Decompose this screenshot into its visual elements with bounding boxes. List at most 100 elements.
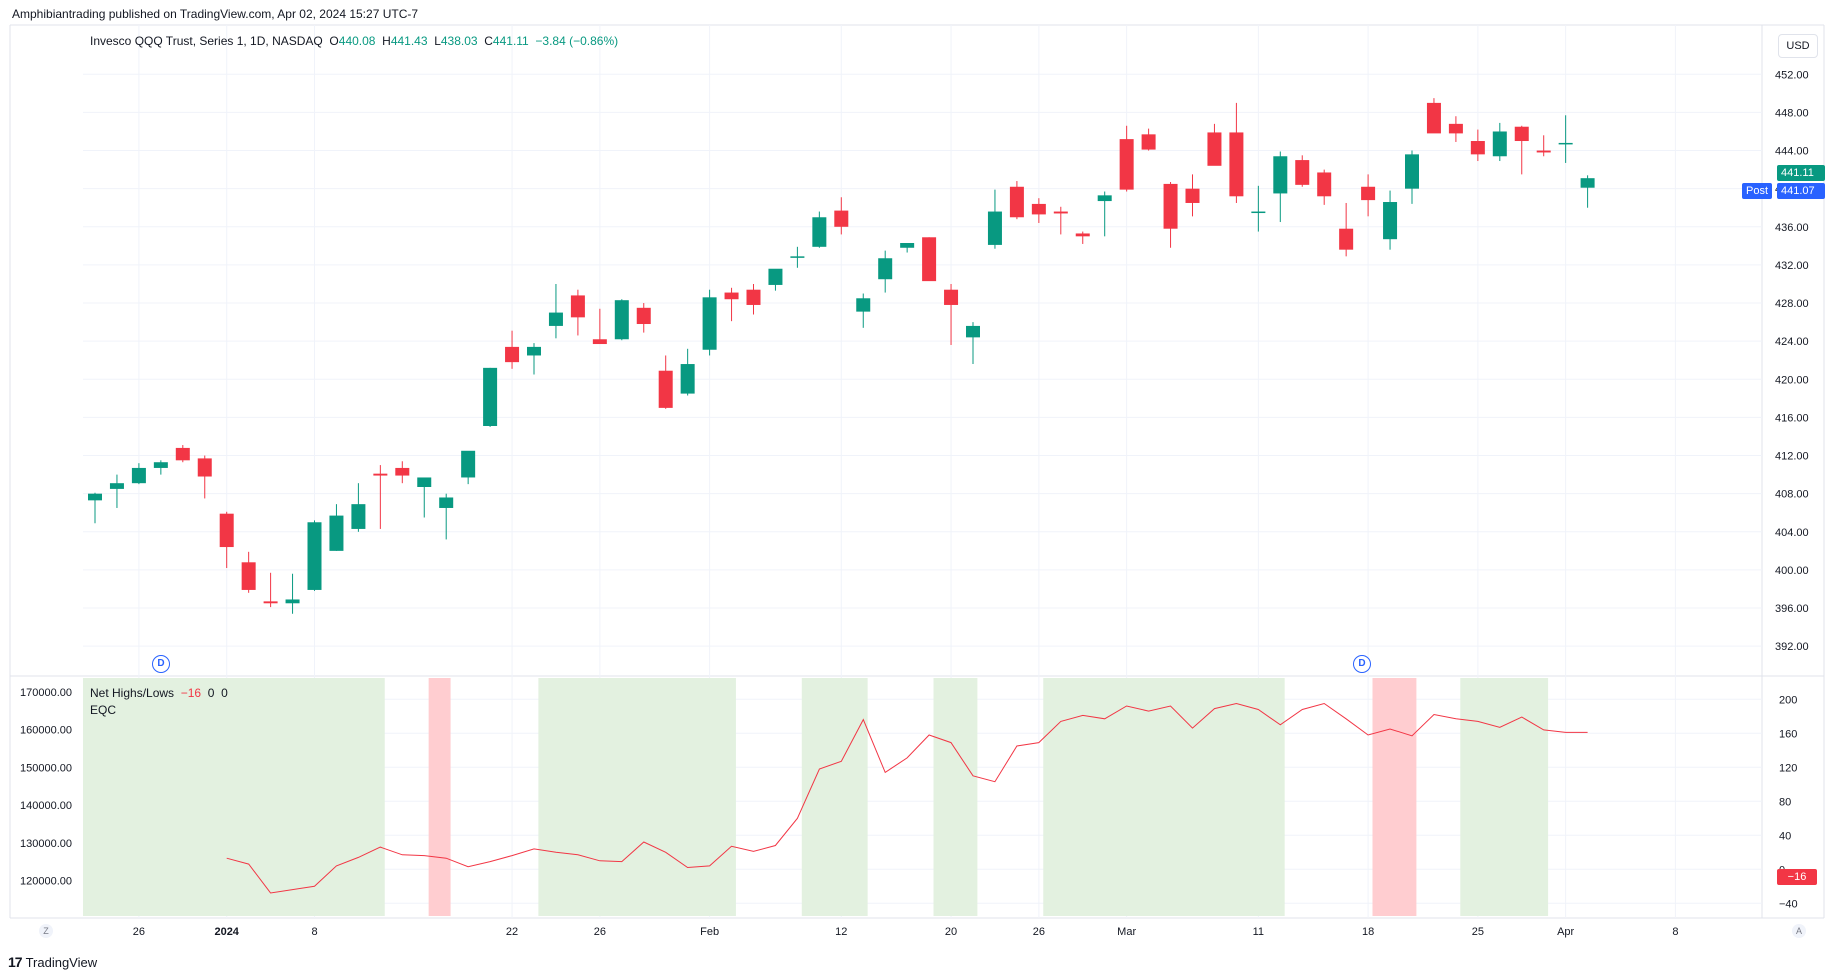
candle-body — [1383, 202, 1398, 240]
candle-body — [1185, 188, 1200, 203]
candle-body — [461, 450, 476, 478]
eqc-tick-label: 170000.00 — [20, 687, 72, 699]
time-tick-label: 8 — [1672, 926, 1678, 938]
candle-body — [131, 467, 146, 484]
candle-body — [1339, 228, 1354, 250]
candle-body — [900, 243, 915, 248]
candle-body — [505, 346, 520, 363]
time-tick-label: 22 — [506, 926, 518, 938]
zoom-button[interactable]: Z — [39, 924, 53, 938]
indicator-line — [226, 702, 1588, 894]
candle-body — [1361, 186, 1376, 201]
candle-body — [88, 493, 102, 501]
candle-body — [702, 297, 717, 350]
eqc-label: EQC — [90, 703, 117, 717]
time-tick-label: 8 — [311, 926, 317, 938]
price-tick-label: 416.00 — [1775, 412, 1809, 424]
dividend-marker-icon[interactable]: D — [1353, 655, 1371, 673]
time-tick-label: 26 — [133, 926, 145, 938]
candle-body — [153, 462, 168, 468]
candle-body — [219, 513, 234, 548]
candle-body — [768, 268, 783, 285]
symbol-name: Invesco QQQ Trust, Series 1, 1D, NASDAQ — [90, 34, 323, 48]
price-tick-label: 400.00 — [1775, 565, 1809, 577]
time-tick-label: Apr — [1557, 926, 1574, 938]
candle-body — [592, 339, 607, 345]
price-tick-label: 392.00 — [1775, 641, 1809, 653]
price-tick-label: 404.00 — [1775, 527, 1809, 539]
candle-body — [878, 258, 893, 280]
green-zone — [1043, 678, 1285, 916]
candle-body — [834, 210, 849, 227]
symbol-legend: Invesco QQQ Trust, Series 1, 1D, NASDAQ … — [90, 34, 618, 48]
candle-body — [966, 325, 980, 338]
price-tick-label: 408.00 — [1775, 489, 1809, 501]
candle-body — [1273, 156, 1288, 194]
published-caption: Amphibiantrading published on TradingVie… — [12, 7, 419, 21]
tradingview-logo-icon: 17 — [8, 954, 23, 970]
candle-body — [724, 292, 739, 300]
indicator-tick-label: −40 — [1779, 898, 1798, 910]
candle-body — [636, 307, 651, 325]
time-tick-label: 25 — [1472, 926, 1484, 938]
candle-body — [351, 504, 366, 529]
high-value: 441.43 — [390, 34, 428, 48]
candle-body — [1075, 233, 1090, 237]
dividend-marker-icon[interactable]: D — [152, 655, 170, 673]
candle-body — [1426, 102, 1441, 134]
candle-body — [307, 522, 322, 590]
time-tick-label: Mar — [1117, 926, 1136, 938]
time-tick-label: 12 — [835, 926, 847, 938]
auto-scale-button[interactable]: A — [1792, 924, 1806, 938]
indicator-tick-label: 120 — [1779, 762, 1797, 774]
candle-body — [570, 295, 585, 318]
candle-body — [109, 483, 124, 489]
price-tick-label: 420.00 — [1775, 374, 1809, 386]
time-tick-label: 18 — [1362, 926, 1374, 938]
green-zone — [801, 678, 868, 916]
candle-body — [987, 211, 1002, 245]
time-tick-label: Feb — [700, 926, 719, 938]
change-value: −3.84 (−0.86%) — [535, 34, 619, 48]
indicator-tick-label: 200 — [1779, 694, 1797, 706]
candle-body — [1097, 195, 1112, 202]
price-tick-label: 412.00 — [1775, 451, 1809, 463]
green-zone — [933, 678, 978, 916]
indicator-tick-label: 40 — [1779, 830, 1791, 842]
price-tick-label: 432.00 — [1775, 260, 1809, 272]
candle-body — [175, 447, 190, 461]
candle-body — [1295, 160, 1310, 185]
price-tick-label: 444.00 — [1775, 146, 1809, 158]
currency-button[interactable]: USD — [1778, 34, 1818, 58]
green-zone — [1460, 678, 1549, 916]
eqc-tick-label: 150000.00 — [20, 762, 72, 774]
tradingview-brand: TradingView — [25, 954, 98, 970]
candle-body — [1163, 183, 1178, 229]
price-tick-label: 448.00 — [1775, 107, 1809, 119]
candle-body — [1492, 131, 1507, 157]
net-highs-lows-line — [226, 702, 1588, 894]
last-price-tag: 441.11 — [1777, 165, 1825, 181]
close-label: C — [484, 34, 493, 48]
candle-body — [285, 599, 300, 604]
eqc-tick-label: 120000.00 — [20, 876, 72, 888]
candle-body — [680, 364, 695, 394]
candle-body — [1536, 150, 1551, 153]
red-zone — [1372, 678, 1417, 916]
candle-body — [527, 346, 541, 356]
candle-body — [1141, 134, 1156, 150]
candle-body — [197, 458, 212, 477]
tradingview-footer[interactable]: 17 TradingView — [8, 954, 97, 970]
candle-body — [1229, 132, 1244, 197]
price-tick-label: 452.00 — [1775, 69, 1809, 81]
candle-body — [1448, 123, 1463, 134]
eqc-tick-label: 140000.00 — [20, 800, 72, 812]
indicator-value-tag: −16 — [1777, 869, 1817, 885]
candle-body — [417, 477, 432, 487]
low-label: L — [434, 34, 441, 48]
candle-body — [1470, 141, 1485, 155]
eqc-tick-label: 160000.00 — [20, 725, 72, 737]
indicator-name: Net Highs/Lows — [90, 686, 175, 700]
candle-body — [1009, 186, 1024, 218]
